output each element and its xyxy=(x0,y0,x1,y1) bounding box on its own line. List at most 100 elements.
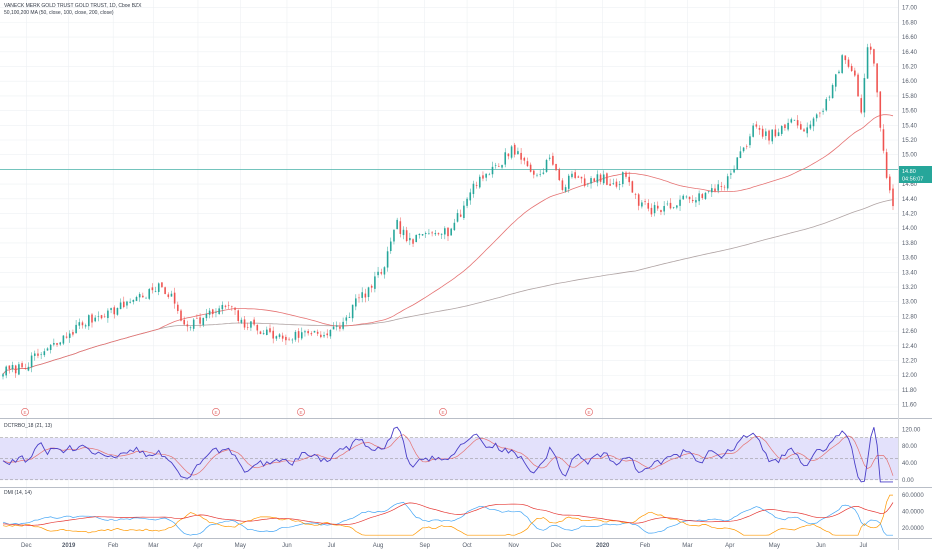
candle-body xyxy=(644,201,646,202)
candle-body xyxy=(854,70,856,76)
dmi-tick-label: 40.0000 xyxy=(902,509,924,515)
candle-body xyxy=(555,163,557,171)
candle-body xyxy=(177,304,179,311)
candle-body xyxy=(463,205,465,218)
price-tick-label: 12.40 xyxy=(902,344,918,350)
price-tick-label: 12.20 xyxy=(902,359,918,365)
dmi-title: DMI (14, 14) xyxy=(4,490,32,496)
candle-body xyxy=(355,298,357,307)
candle-body xyxy=(59,342,62,345)
dmi-pane[interactable] xyxy=(2,494,894,536)
candle-body xyxy=(618,184,621,186)
candle-body xyxy=(221,304,224,310)
time-tick-label: Jun xyxy=(282,543,292,549)
candle-body xyxy=(227,305,230,306)
candle-body xyxy=(285,336,287,341)
time-tick-label: Nov xyxy=(508,543,519,549)
candle-body xyxy=(84,325,87,327)
candle-body xyxy=(100,315,103,319)
candle-body xyxy=(339,326,341,329)
candle-body xyxy=(24,367,27,369)
candle-body xyxy=(231,306,233,308)
candle-body xyxy=(723,186,726,188)
candle-body xyxy=(107,310,109,319)
earnings-marker[interactable] xyxy=(585,408,593,416)
earnings-marker-letter: E xyxy=(214,410,217,415)
candle-body xyxy=(676,205,678,208)
candle-body xyxy=(780,126,783,134)
candle-body xyxy=(771,129,774,142)
candle-body xyxy=(240,319,243,323)
candle-body xyxy=(647,202,650,209)
oscillator-pane[interactable] xyxy=(0,426,898,483)
candle-body xyxy=(882,129,885,151)
price-tick-label: 13.40 xyxy=(902,270,918,276)
candle-body xyxy=(517,151,519,155)
candle-body xyxy=(132,299,135,302)
candle-body xyxy=(348,317,351,318)
candle-body xyxy=(533,170,535,175)
candle-body xyxy=(275,336,278,339)
price-tick-label: 16.40 xyxy=(902,50,918,56)
candle-body xyxy=(691,199,694,202)
time-tick-label: Aug xyxy=(373,543,384,549)
candle-body xyxy=(300,332,303,339)
candle-body xyxy=(857,74,859,97)
candle-body xyxy=(164,287,166,295)
candle-body xyxy=(730,173,732,175)
time-tick-label: Apr xyxy=(193,543,202,549)
earnings-marker[interactable] xyxy=(21,408,29,416)
candle-body xyxy=(135,297,138,301)
candle-body xyxy=(793,119,796,121)
candle-body xyxy=(46,348,49,351)
candle-body xyxy=(246,327,249,328)
candle-body xyxy=(364,293,367,298)
price-tag-countdown: 04:56:07 xyxy=(902,177,923,183)
candle-body xyxy=(669,202,672,209)
earnings-marker[interactable] xyxy=(297,408,305,416)
candle-body xyxy=(491,166,494,175)
candle-body xyxy=(469,192,472,201)
candle-body xyxy=(342,321,344,329)
candle-body xyxy=(361,292,363,298)
price-tick-label: 11.60 xyxy=(902,403,917,409)
candle-body xyxy=(256,324,259,331)
candle-body xyxy=(847,59,850,67)
candle-body xyxy=(43,351,46,356)
candle-body xyxy=(412,239,414,244)
candle-body xyxy=(157,283,160,292)
price-tag[interactable]: 14.80 04:56:07 xyxy=(899,166,932,183)
candle-body xyxy=(583,178,586,186)
candle-body xyxy=(536,174,538,176)
earnings-marker[interactable] xyxy=(439,408,447,416)
candle-body xyxy=(504,152,507,165)
candle-body xyxy=(399,221,402,234)
earnings-marker[interactable] xyxy=(212,408,220,416)
candle-body xyxy=(726,176,729,189)
candle-body xyxy=(72,332,74,335)
candle-body xyxy=(682,195,685,200)
price-tick-label: 13.00 xyxy=(902,300,918,306)
candle-body xyxy=(243,319,246,328)
time-tick-label: Oct xyxy=(462,543,472,549)
candle-body xyxy=(641,202,643,207)
candle-body xyxy=(418,233,421,236)
price-tick-label: 14.00 xyxy=(902,226,918,232)
candle-body xyxy=(405,230,408,242)
candle-body xyxy=(841,55,843,73)
candle-body xyxy=(8,365,11,369)
candle-body xyxy=(154,291,157,292)
candle-body xyxy=(873,49,875,64)
candle-body xyxy=(291,339,294,341)
candle-body xyxy=(612,183,615,185)
candle-body xyxy=(685,196,688,198)
price-tag-value: 14.80 xyxy=(902,169,916,175)
candle-body xyxy=(402,229,405,236)
candle-body xyxy=(736,157,739,170)
candle-body xyxy=(421,234,424,236)
candle-body xyxy=(672,207,675,208)
candle-body xyxy=(377,271,379,276)
